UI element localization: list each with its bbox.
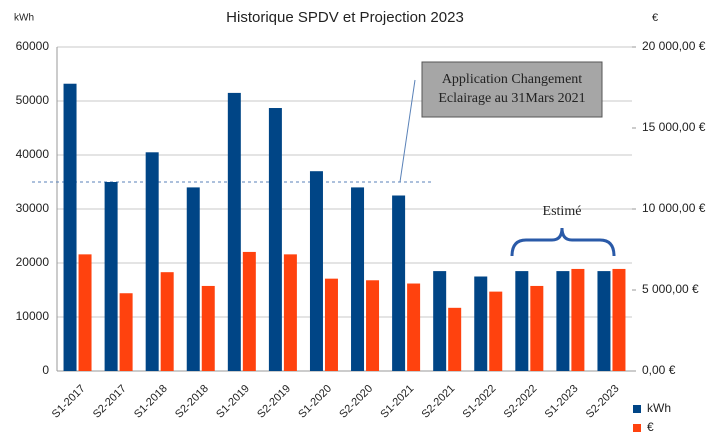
- x-tick-label: S2-2023: [584, 383, 622, 421]
- bar: [324, 278, 338, 371]
- x-tick-label: S1-2018: [132, 383, 170, 421]
- y-unit: kWh: [14, 13, 34, 24]
- legend-label: kWh: [647, 401, 671, 415]
- x-tick-label: S2-2018: [173, 383, 211, 421]
- bar: [597, 271, 611, 371]
- x-tick-label: S1-2017: [50, 383, 88, 421]
- bar: [63, 83, 77, 371]
- bar: [145, 152, 159, 371]
- bar: [160, 272, 174, 371]
- legend-swatch: [633, 405, 641, 413]
- bar: [309, 171, 323, 371]
- y2-tick-label: 0,00 €: [642, 363, 676, 377]
- estimate-brace: [510, 227, 616, 257]
- y2-unit: €: [652, 12, 658, 24]
- bar: [489, 291, 503, 371]
- y2-tick-label: 15 000,00 €: [642, 120, 706, 134]
- bar: [283, 254, 297, 371]
- bar: [227, 92, 241, 372]
- x-tick-label: S2-2020: [337, 383, 375, 421]
- y-tick-label: 10000: [16, 309, 50, 323]
- x-tick-label: S1-2021: [378, 383, 416, 421]
- x-tick-label: S2-2019: [255, 383, 293, 421]
- annotation-line: Eclairage au 31Mars 2021: [438, 91, 585, 106]
- y2-tick-label: 20 000,00 €: [642, 39, 706, 53]
- bar: [366, 280, 380, 371]
- bar: [351, 187, 365, 371]
- y-tick-label: 0: [42, 363, 49, 377]
- bar: [392, 195, 406, 371]
- x-tick-label: S1-2020: [296, 383, 334, 421]
- x-tick-label: S1-2023: [543, 383, 581, 421]
- annotation-line: Application Changement: [442, 72, 582, 87]
- y-tick-label: 40000: [16, 147, 50, 161]
- bar: [571, 268, 585, 371]
- bar: [268, 108, 282, 372]
- x-tick-label: S1-2022: [461, 383, 499, 421]
- bar: [556, 271, 570, 371]
- bar: [242, 251, 256, 371]
- annotation-pointer: [399, 79, 416, 183]
- bar: [104, 182, 118, 371]
- bar: [119, 293, 133, 371]
- legend-label: €: [647, 420, 654, 434]
- y-tick-label: 20000: [16, 255, 50, 269]
- y-tick-label: 50000: [16, 93, 50, 107]
- bar: [448, 307, 462, 371]
- y-tick-label: 30000: [16, 201, 50, 215]
- bar: [474, 276, 488, 371]
- y-tick-label: 60000: [16, 39, 50, 53]
- y2-tick-label: 10 000,00 €: [642, 201, 706, 215]
- x-tick-label: S1-2019: [214, 383, 252, 421]
- x-tick-label: S2-2022: [502, 383, 540, 421]
- x-tick-label: S2-2021: [419, 383, 457, 421]
- bar: [186, 187, 200, 371]
- x-tick-label: S2-2017: [91, 383, 129, 421]
- legend-swatch: [633, 424, 641, 432]
- bar: [530, 285, 544, 371]
- annotation-box: [421, 61, 603, 118]
- y2-tick-label: 5 000,00 €: [642, 282, 699, 296]
- bar: [612, 268, 626, 371]
- annotation-estime: Estimé: [543, 204, 582, 219]
- chart-title: Historique SPDV et Projection 2023: [226, 9, 464, 26]
- bar: [433, 271, 447, 371]
- bar: [78, 254, 92, 371]
- bar: [201, 285, 215, 371]
- bar: [407, 283, 421, 371]
- bar: [515, 271, 529, 371]
